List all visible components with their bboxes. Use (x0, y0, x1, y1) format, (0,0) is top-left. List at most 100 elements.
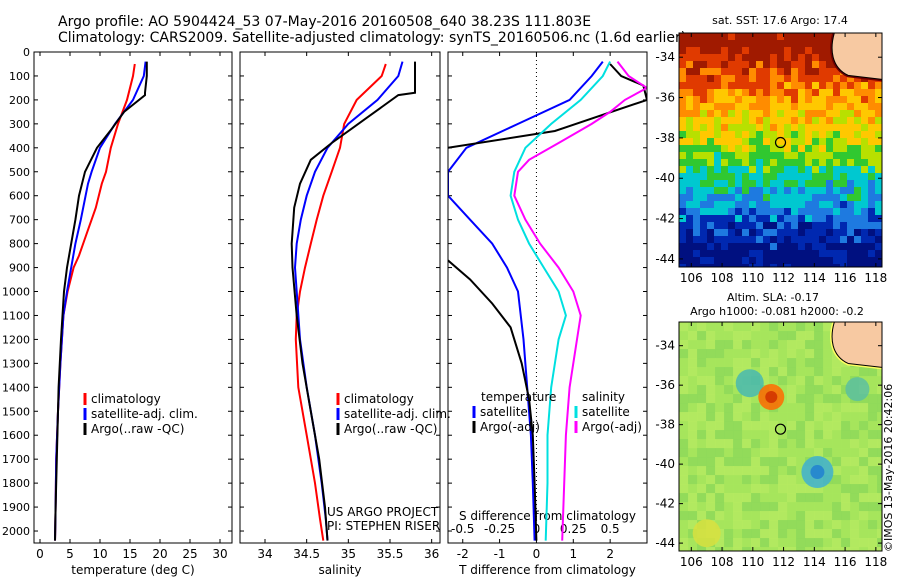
x-tick-label: 2 (606, 547, 614, 561)
y-tick-label: -34 (655, 339, 675, 353)
x-tick-label: 30 (212, 547, 227, 561)
y-tick-label: 1600 (2, 429, 30, 442)
y-tick-label: 2000 (2, 525, 30, 538)
x-tick-label: -1 (494, 547, 506, 561)
sla-map-title-1: Altim. SLA: -0.17 (727, 291, 819, 304)
x-tick-label: 15 (122, 547, 137, 561)
sst-map-panel: 106 108 110 112 114 116 118 -44 -42 -40 -38 -36 -34 s… (655, 14, 887, 285)
x-tick-label: 1 (569, 547, 577, 561)
x-tick-label: 20 (152, 547, 167, 561)
x-tick-label: -2 (457, 547, 469, 561)
x-tick-label: 5 (66, 547, 74, 561)
legend-label: climatology (344, 392, 414, 406)
y-tick-label: 700 (9, 214, 30, 227)
x-tick-label: 108 (711, 271, 734, 285)
y-tick-label: 1400 (2, 381, 30, 394)
series-line-satellite-adj-clim- (293, 61, 404, 541)
salinity-profile-panel: 34 34.5 35 35.5 36 salinity climatologysatelli… (239, 51, 451, 577)
project-annotation: PI: STEPHEN RISER (327, 519, 440, 533)
y-tick-label: 200 (9, 94, 30, 107)
plot-frame (239, 51, 441, 544)
y-tick-label: 1200 (2, 333, 30, 346)
y-tick-label: -38 (655, 418, 675, 432)
project-annotation: US ARGO PROJECT (327, 505, 439, 519)
series-line-argo-adj- (448, 63, 647, 541)
x-tick-label: 110 (741, 555, 764, 569)
legend-label: satellite (582, 405, 630, 419)
header-line-2: Climatology: CARS2009. Satellite-adjuste… (58, 30, 687, 46)
sla-map-title-2: Argo h1000: -0.081 h2000: -0.2 (690, 305, 864, 318)
legend-title-temperature: temperature (481, 390, 556, 404)
map-frame (678, 32, 883, 268)
top-tick-label: -0.25 (484, 522, 515, 536)
map-field (679, 322, 882, 551)
x-tick-label: 112 (772, 555, 795, 569)
y-tick-label: -34 (655, 50, 675, 64)
y-tick-label: -36 (655, 91, 675, 105)
x-tick-label: 106 (680, 271, 703, 285)
series-line-satellite (448, 60, 604, 541)
top-tick-label: -0.5 (451, 522, 474, 536)
series-line-salinity-satellite (509, 61, 611, 541)
header-line-1: Argo profile: AO 5904424_53 07-May-2016 … (58, 14, 592, 30)
legend-label: satellite-adj. clim. (344, 407, 451, 421)
temperature-profile-panel: 0 5 10 15 20 25 300100200300400500600700800900… (2, 46, 233, 577)
x-tick-label: 36 (424, 547, 439, 561)
y-tick-label: 400 (9, 142, 30, 155)
y-tick-label: 900 (9, 262, 30, 275)
series-line-argo-raw-qc- (290, 61, 416, 541)
top-tick-label: 0.25 (560, 522, 587, 536)
x-axis-label: temperature (deg C) (71, 563, 194, 577)
legend-label: Argo(..raw -QC) (344, 422, 437, 436)
y-tick-label: -44 (655, 536, 675, 550)
series-line-satellite-adj-clim- (54, 61, 147, 541)
x-tick-label: 108 (711, 555, 734, 569)
y-tick-label: 1000 (2, 286, 30, 299)
y-tick-label: -40 (655, 171, 675, 185)
x-tick-label: 0 (36, 547, 44, 561)
y-tick-label: 300 (9, 118, 30, 131)
legend-label: Argo(..raw -QC) (91, 422, 184, 436)
y-tick-label: -36 (655, 378, 675, 392)
y-tick-label: 100 (9, 70, 30, 83)
x-tick-label: 114 (803, 271, 826, 285)
y-tick-label: -38 (655, 131, 675, 145)
s-difference-label: S difference from climatology (459, 509, 636, 523)
x-tick-label: 0 (533, 547, 541, 561)
y-tick-label: -42 (655, 497, 675, 511)
y-tick-label: -42 (655, 212, 675, 226)
y-tick-label: 500 (9, 166, 30, 179)
legend-label: Argo(-adj) (480, 420, 540, 434)
x-tick-label: 106 (680, 555, 703, 569)
y-tick-label: 1100 (2, 309, 30, 322)
top-tick-label: 0.5 (601, 522, 620, 536)
map-frame (678, 321, 883, 552)
y-tick-label: -44 (655, 252, 675, 266)
x-tick-label: 118 (864, 555, 887, 569)
y-tick-label: 1700 (2, 453, 30, 466)
legend-label: satellite-adj. clim. (91, 407, 198, 421)
x-tick-label: 25 (182, 547, 197, 561)
x-axis-label: T difference from climatology (458, 563, 636, 577)
plot-frame (447, 51, 648, 544)
y-tick-label: 1500 (2, 405, 30, 418)
x-tick-label: 116 (834, 555, 857, 569)
argo-position-marker (774, 423, 787, 435)
legend-title-salinity: salinity (582, 390, 625, 404)
x-tick-label: 112 (772, 271, 795, 285)
x-tick-label: 10 (92, 547, 107, 561)
series-line-climatology (54, 63, 136, 541)
x-tick-label: 116 (834, 271, 857, 285)
x-tick-label: 114 (803, 555, 826, 569)
series-line-salinity-argo-adj- (513, 60, 647, 541)
series-line-climatology (294, 63, 387, 541)
credit-text: ©IMOS 13-May-2016 20:42:06 (882, 383, 895, 552)
y-tick-label: 600 (9, 190, 30, 203)
series-line-argo-raw-qc- (54, 61, 148, 541)
x-axis-label: salinity (318, 563, 361, 577)
sst-map-title: sat. SST: 17.6 Argo: 17.4 (712, 14, 848, 27)
y-tick-label: 1300 (2, 357, 30, 370)
plot-frame (33, 51, 233, 544)
y-tick-label: 1800 (2, 477, 30, 490)
argo-position-marker (774, 136, 787, 149)
